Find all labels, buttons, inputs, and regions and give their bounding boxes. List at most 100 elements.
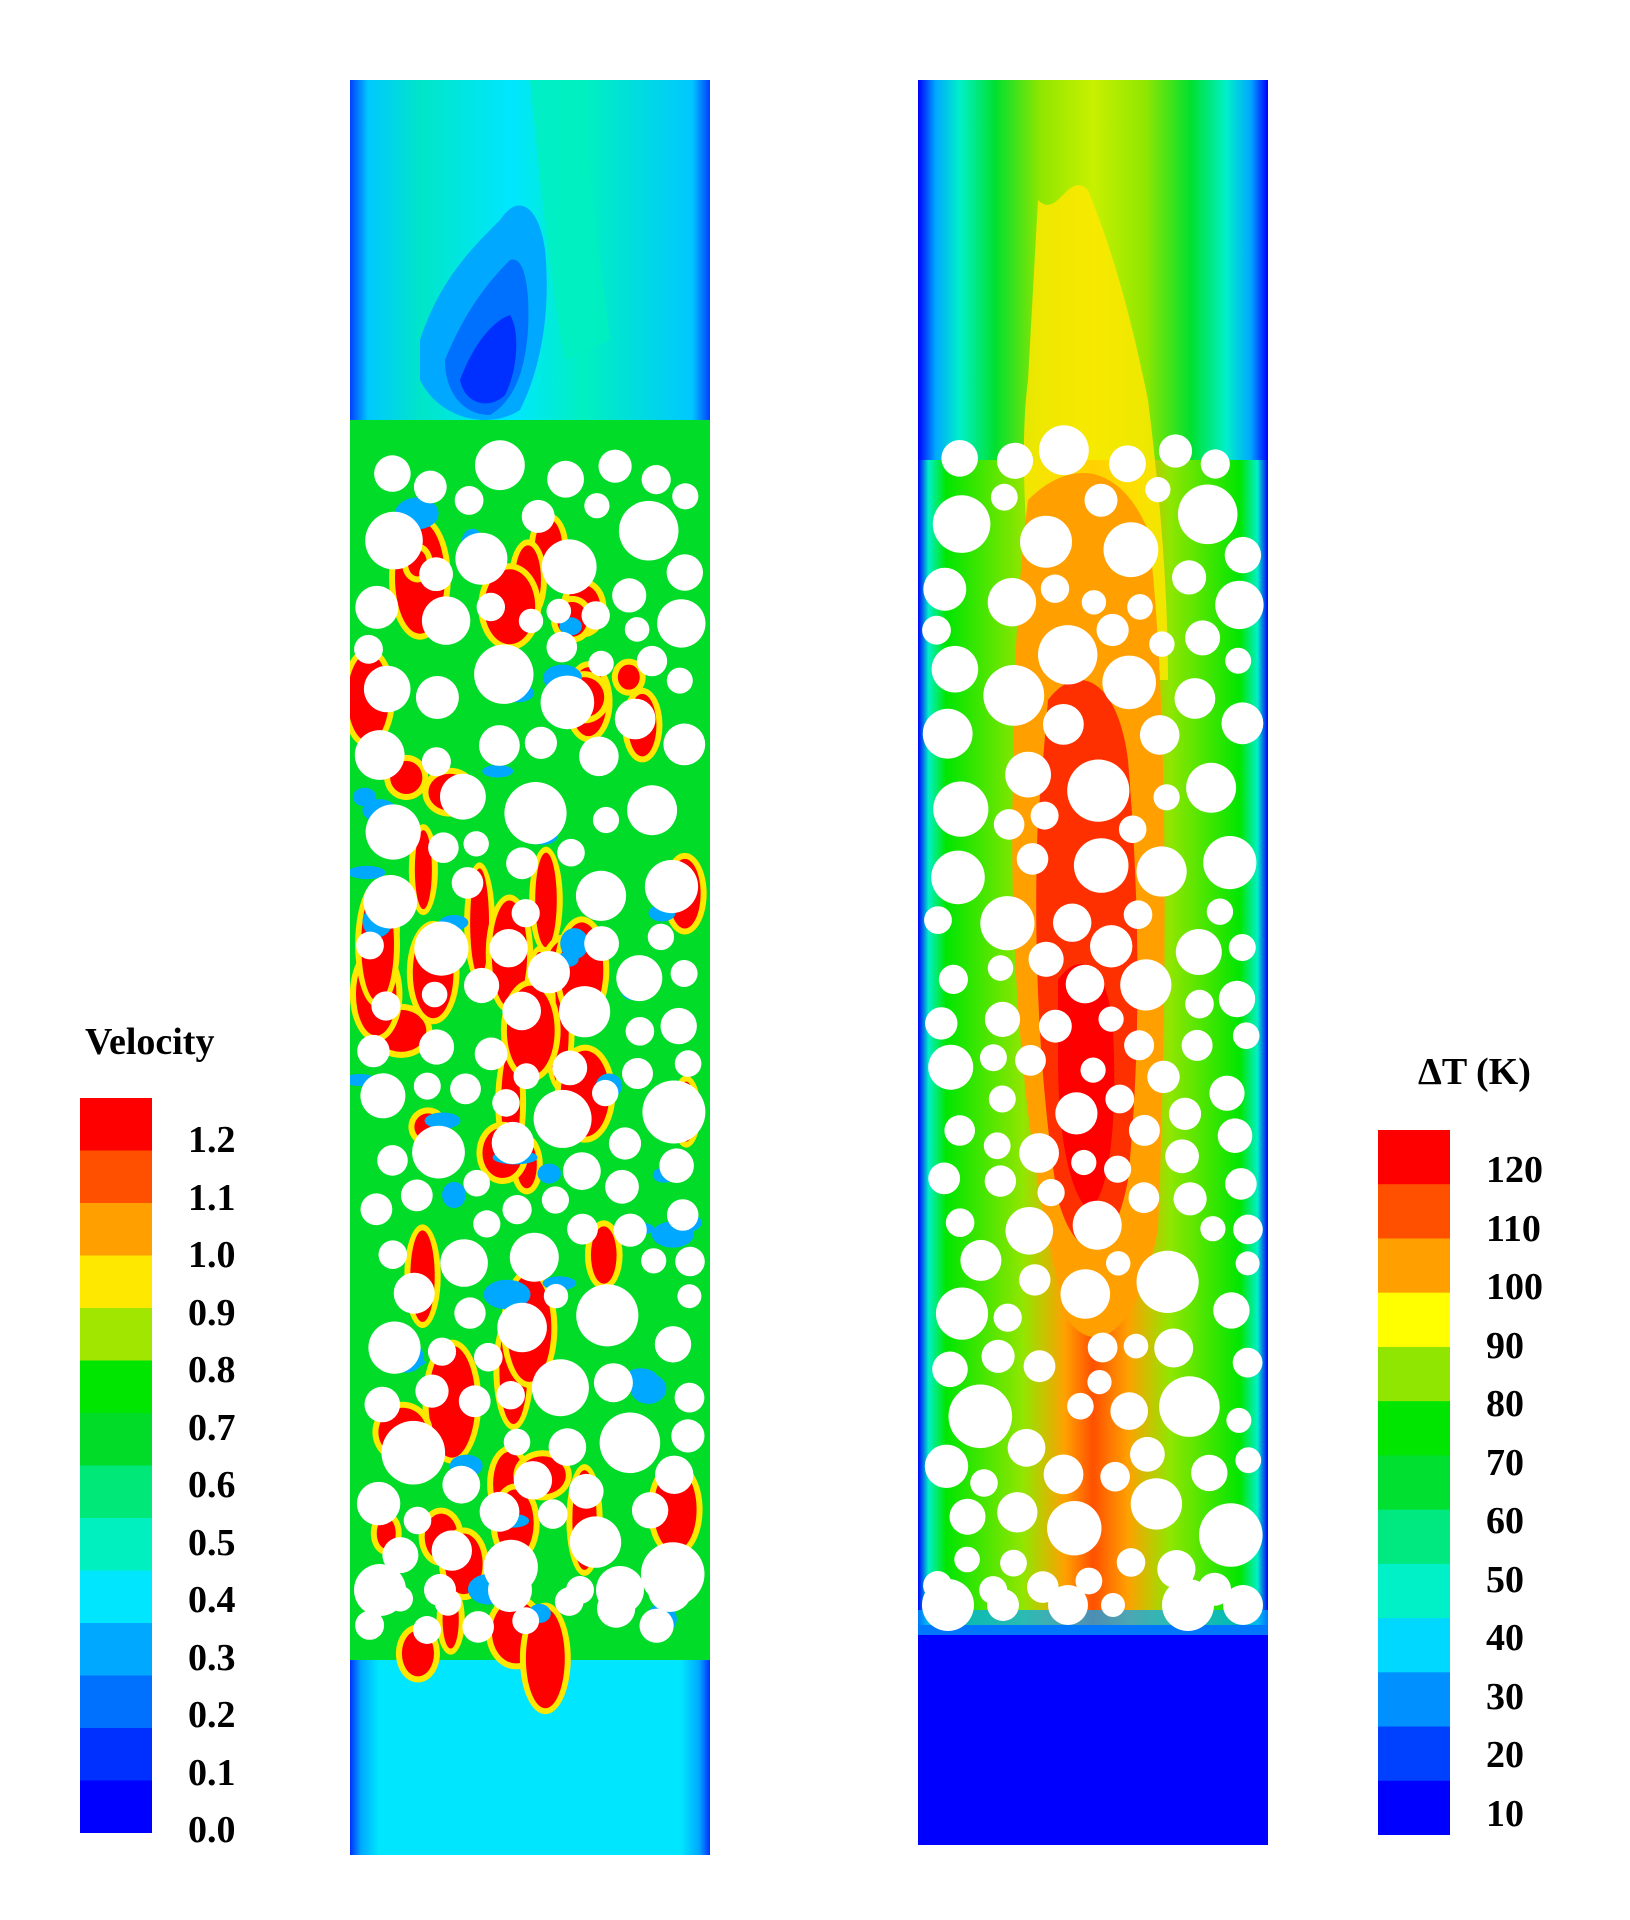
packed-particle [363,665,411,713]
packed-particle [931,645,979,693]
packed-particle [463,1169,490,1197]
packed-particle [356,1481,401,1526]
packed-particle [1225,647,1252,674]
packed-particle [1218,980,1256,1018]
colorbar-tick-label: 0.2 [188,1694,236,1736]
packed-particle [1023,1350,1056,1383]
packed-particle [559,986,611,1038]
packed-particle [949,1498,986,1535]
colorbar-swatch [1378,1184,1450,1239]
packed-particle [663,723,706,766]
packed-particle [1043,1454,1084,1495]
packed-particle [671,1419,705,1453]
velocity-low-patch [559,617,582,636]
packed-particle [1103,522,1159,578]
packed-particle [1065,964,1105,1004]
packed-particle [356,931,384,960]
colorbar-swatch [80,1150,152,1204]
colorbar-swatch [80,1570,152,1624]
packed-particle [473,1210,501,1238]
colorbar-tick-label: 120 [1486,1149,1543,1191]
packed-particle [1158,434,1193,468]
packed-particle [948,1384,1013,1449]
packed-particle [592,1079,619,1107]
colorbar-tick-label: 0.3 [188,1636,236,1679]
velocity-low-patch [442,1181,466,1209]
packed-particle [1120,959,1172,1011]
packed-particle [1106,1251,1131,1276]
packed-particle [1075,1567,1103,1595]
packed-particle [593,1363,633,1403]
packed-particle [598,449,632,483]
packed-particle [511,899,540,928]
packed-particle [987,955,1014,981]
packed-particle [421,596,471,645]
packed-particle [546,631,578,663]
packed-particle [981,1339,1015,1373]
packed-particle [543,1283,569,1309]
packed-particle [925,1007,958,1040]
packed-particle [513,1063,540,1090]
packed-particle [509,1232,559,1282]
packed-particle [584,926,619,961]
packed-particle [980,896,1035,951]
packed-particle [354,1564,406,1616]
packed-particle [1186,762,1237,813]
packed-particle [997,1492,1038,1533]
packed-particle [641,465,671,495]
packed-particle [488,1568,532,1612]
colorbar-tick-label: 0.4 [188,1579,236,1621]
colorbar-tick-label: 0.9 [188,1291,236,1334]
packed-particle [1000,1549,1027,1577]
colorbar-tick-label: 50 [1486,1558,1524,1601]
packed-particle [557,838,585,867]
packed-particle [588,650,614,677]
packed-particle [1175,929,1222,975]
packed-particle [496,1381,525,1410]
packed-particle [371,991,401,1021]
velocity-low-patch [424,1112,461,1129]
packed-particle [1100,1461,1130,1492]
colorbar-swatch [1378,1780,1450,1835]
packed-particle [541,539,597,595]
packed-particle [984,1165,1017,1197]
packed-particle [566,1576,594,1604]
temperature-contour-plot [918,80,1268,1845]
packed-particle [421,747,451,777]
packed-particle [596,1566,644,1614]
packed-particle [1084,483,1118,517]
packed-particle [1090,925,1133,968]
packed-particle [458,1385,491,1418]
temperature-inlet-region [918,1625,1268,1845]
velocity-hotspot [525,1608,565,1709]
packed-particle [1019,1264,1051,1296]
packed-particle [987,1589,1019,1621]
packed-particle [666,1199,699,1231]
packed-particle [1185,989,1214,1019]
packed-particle [1165,1139,1199,1174]
velocity-contour-panel [350,80,710,1855]
packed-particle [1203,836,1257,890]
packed-particle [548,1428,587,1466]
colorbar-tick-label: 70 [1486,1441,1524,1484]
packed-particle [993,1303,1022,1332]
velocity-hotspot [590,1226,617,1284]
packed-particle [1101,1593,1125,1617]
packed-particle [440,773,486,820]
packed-particle [1037,1179,1065,1207]
velocity-hotspot [428,1345,476,1458]
packed-particle [993,809,1025,840]
colorbar-swatch [1378,1726,1450,1782]
velocity-low-patch [482,764,514,778]
packed-particle [403,1506,432,1535]
packed-particle [1072,1200,1122,1250]
velocity-hotspot [617,664,640,690]
colorbar-swatch [1378,1292,1450,1348]
colorbar-swatch [1378,1509,1450,1565]
packed-particle [979,1044,1007,1072]
packed-particle [932,495,991,553]
packed-particle [400,1179,433,1212]
packed-particle [599,1412,661,1474]
velocity-low-patch [483,1279,531,1310]
packed-particle [636,645,668,677]
